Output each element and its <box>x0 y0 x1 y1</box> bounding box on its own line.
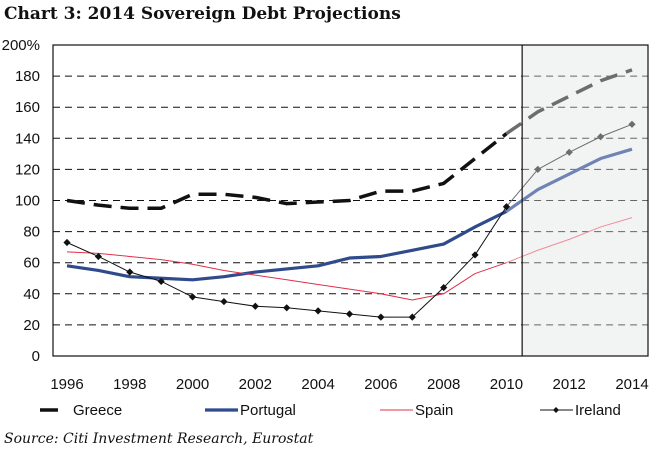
y-tick-label: 200% <box>2 37 40 54</box>
legend-item-greece: Greece <box>40 402 122 419</box>
legend-label: Ireland <box>575 402 621 419</box>
legend-item-ireland: Ireland <box>540 402 621 419</box>
legend-marker <box>553 407 559 413</box>
series-projection-portugal <box>505 147 633 213</box>
data-point-ireland <box>502 203 511 211</box>
series-projection-greece <box>505 68 633 136</box>
data-point-ireland <box>126 268 134 276</box>
legend-item-spain: Spain <box>380 402 453 419</box>
y-tick-label: 140 <box>15 130 40 147</box>
series-line-ireland <box>66 206 507 318</box>
data-point-ireland <box>314 307 322 315</box>
data-point-ireland <box>534 165 542 173</box>
data-point-ireland <box>597 133 605 141</box>
series-line-portugal <box>66 209 508 282</box>
data-point-ireland <box>157 277 165 285</box>
data-point-ireland <box>63 238 71 247</box>
data-point-ireland <box>471 251 479 259</box>
y-tick-label: 80 <box>23 224 40 241</box>
x-tick-label: 2002 <box>239 376 272 393</box>
y-tick-label: 20 <box>23 317 40 334</box>
data-point-ireland <box>440 283 448 292</box>
y-tick-label: 60 <box>23 255 40 272</box>
y-tick-label: 40 <box>23 286 40 303</box>
y-tick-label: 180 <box>15 68 40 85</box>
x-tick-label: 2010 <box>490 376 523 393</box>
data-point-ireland <box>565 148 573 156</box>
data-point-ireland <box>251 302 259 310</box>
series-projection-spain <box>506 217 633 264</box>
source-note: Source: Citi Investment Research, Eurost… <box>4 431 314 447</box>
y-tick-label: 100 <box>15 193 40 210</box>
y-tick-label: 0 <box>32 348 40 365</box>
data-point-ireland <box>377 313 385 321</box>
legend-label: Spain <box>415 402 453 419</box>
chart-title: Chart 3: 2014 Sovereign Debt Projections <box>4 4 401 24</box>
x-tick-label: 2006 <box>364 376 397 393</box>
data-point-ireland <box>188 293 197 301</box>
series-line-greece <box>66 132 508 211</box>
series-line-spain <box>66 251 507 301</box>
data-point-ireland <box>283 304 291 312</box>
x-tick-label: 1996 <box>50 376 83 393</box>
x-tick-label: 2000 <box>176 376 209 393</box>
data-point-ireland <box>408 313 416 321</box>
legend-label: Greece <box>73 402 122 419</box>
x-tick-label: 2012 <box>553 376 586 393</box>
data-point-ireland <box>94 252 102 261</box>
plot-frame <box>52 44 649 357</box>
data-point-ireland <box>220 297 228 306</box>
x-tick-label: 2008 <box>427 376 460 393</box>
x-tick-label: 2004 <box>301 376 334 393</box>
data-point-ireland <box>628 120 636 128</box>
legend-item-portugal: Portugal <box>205 402 296 419</box>
x-tick-label: 2014 <box>615 376 648 393</box>
x-tick-label: 1998 <box>113 376 146 393</box>
y-tick-label: 120 <box>15 161 40 178</box>
data-point-ireland <box>345 310 354 318</box>
legend-label: Portugal <box>240 402 296 419</box>
y-tick-label: 160 <box>15 99 40 116</box>
